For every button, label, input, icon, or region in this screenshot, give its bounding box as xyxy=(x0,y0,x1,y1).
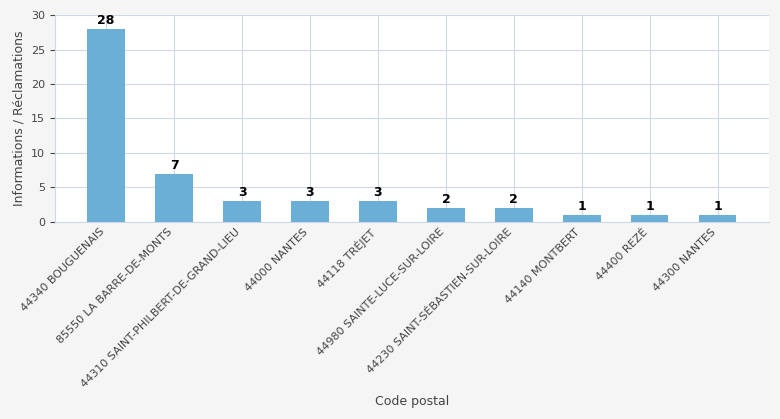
Bar xyxy=(223,201,261,222)
Text: 3: 3 xyxy=(306,186,314,199)
Bar xyxy=(427,208,465,222)
Bar xyxy=(87,29,125,222)
Y-axis label: Informations / Réclamations: Informations / Réclamations xyxy=(12,31,26,206)
Bar xyxy=(631,215,668,222)
Text: 3: 3 xyxy=(374,186,382,199)
Text: 7: 7 xyxy=(170,158,179,171)
Bar xyxy=(155,173,193,222)
Bar xyxy=(563,215,601,222)
Text: 1: 1 xyxy=(577,200,587,213)
X-axis label: Code postal: Code postal xyxy=(375,395,449,408)
Text: 2: 2 xyxy=(441,193,450,206)
Text: 1: 1 xyxy=(714,200,722,213)
Bar xyxy=(495,208,533,222)
Text: 2: 2 xyxy=(509,193,518,206)
Text: 28: 28 xyxy=(98,14,115,27)
Bar xyxy=(360,201,397,222)
Text: 3: 3 xyxy=(238,186,246,199)
Text: 1: 1 xyxy=(645,200,654,213)
Bar xyxy=(699,215,736,222)
Bar xyxy=(291,201,328,222)
